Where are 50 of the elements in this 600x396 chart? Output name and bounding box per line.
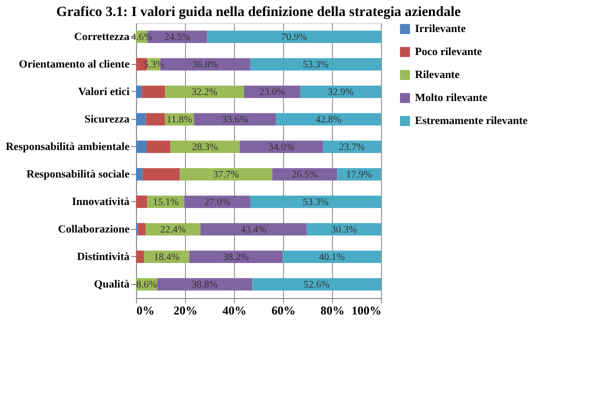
y-tick-label: Responsabilità sociale (26, 168, 130, 180)
data-label: 23.7% (339, 142, 365, 153)
data-label: 53.3% (302, 59, 329, 70)
data-label: 22.4% (160, 224, 186, 236)
data-label: 30.3% (330, 224, 357, 236)
data-label: 38.8% (192, 279, 218, 290)
data-label: 32.2% (192, 86, 218, 98)
legend-label: Molto rilevante (415, 92, 488, 104)
data-label: 17.9% (346, 169, 372, 180)
chart-title: Grafico 3.1: I valori guida nella definizione della strategia aziendale (56, 5, 461, 20)
data-label: 37.7% (213, 169, 239, 180)
data-label: 52.6% (304, 279, 330, 290)
y-tick-label: Qualità (94, 278, 130, 290)
data-label: 70.9% (281, 32, 308, 43)
y-tick-label: Orientamento al cliente (18, 58, 130, 70)
legend-label: Irrilevante (415, 23, 466, 35)
y-tick-label: Valori etici (78, 86, 130, 98)
data-label: 40.1% (318, 252, 345, 263)
data-label: 36.8% (192, 59, 218, 70)
y-tick-label: Responsabilità ambientale (6, 140, 130, 153)
y-tick-label: Collaborazione (58, 223, 130, 236)
data-label: 42.8% (316, 114, 342, 126)
data-label: 33.6% (222, 114, 248, 126)
legend-label: Rilevante (415, 69, 460, 81)
data-label: 38.2% (223, 252, 249, 263)
x-tick-label: 0% (136, 304, 154, 318)
y-tick-label: Sicurezza (84, 113, 130, 126)
x-tick-label: 40% (222, 304, 246, 318)
y-tick-label: Correttezza (74, 30, 130, 43)
data-label: 23.0% (259, 86, 286, 98)
data-label: 28.3% (192, 142, 218, 153)
x-tick-label: 60% (272, 304, 296, 318)
data-label: 27.0% (204, 196, 230, 208)
x-tick-label: 100% (352, 304, 382, 318)
data-label: 24.5% (164, 32, 190, 43)
y-tick-label: Innovatività (72, 196, 130, 208)
data-label: 32.9% (328, 86, 354, 98)
data-label: 34.0% (268, 142, 294, 153)
data-label: 15.1% (152, 196, 179, 208)
data-label: 8.6% (136, 279, 157, 290)
data-label: 26.5% (292, 169, 318, 180)
y-tick-label: Distintività (76, 250, 130, 263)
data-label: 11.8% (166, 114, 192, 126)
x-tick-label: 80% (320, 304, 344, 318)
data-label: 18.4% (154, 252, 180, 263)
x-tick-label: 20% (174, 304, 198, 318)
legend-label: Poco rilevante (415, 46, 482, 58)
data-label: 43.4% (240, 224, 267, 236)
legend-label: Estremamente rilevante (415, 115, 528, 127)
data-label: 53.3% (302, 196, 329, 208)
